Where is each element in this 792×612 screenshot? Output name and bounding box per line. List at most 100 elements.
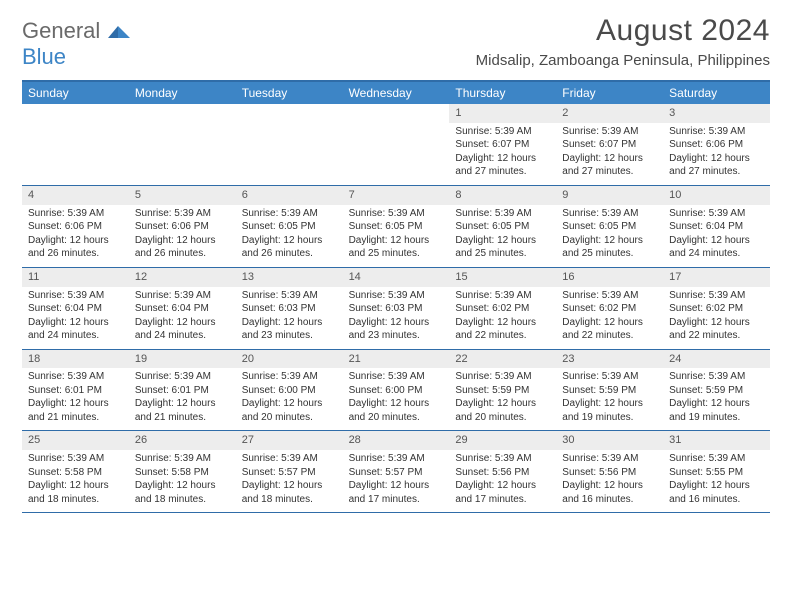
- daylight-text: and 24 minutes.: [28, 329, 123, 343]
- day-info: Sunrise: 5:39 AMSunset: 5:59 PMDaylight:…: [556, 368, 663, 430]
- sunrise-text: Sunrise: 5:39 AM: [349, 207, 444, 221]
- sunset-text: Sunset: 6:05 PM: [349, 220, 444, 234]
- date-number: 7: [343, 186, 450, 205]
- day-info: Sunrise: 5:39 AMSunset: 6:06 PMDaylight:…: [663, 123, 770, 185]
- sunrise-text: Sunrise: 5:39 AM: [242, 370, 337, 384]
- sunset-text: Sunset: 6:02 PM: [669, 302, 764, 316]
- daylight-text: Daylight: 12 hours: [562, 152, 657, 166]
- header: General Blue August 2024 Midsalip, Zambo…: [22, 18, 770, 70]
- calendar-cell: 17Sunrise: 5:39 AMSunset: 6:02 PMDayligh…: [663, 268, 770, 349]
- sunset-text: Sunset: 5:59 PM: [455, 384, 550, 398]
- daylight-text: and 19 minutes.: [562, 411, 657, 425]
- calendar-cell: 16Sunrise: 5:39 AMSunset: 6:02 PMDayligh…: [556, 268, 663, 349]
- date-number: 16: [556, 268, 663, 287]
- logo-text: General Blue: [22, 18, 130, 70]
- sunrise-text: Sunrise: 5:39 AM: [455, 289, 550, 303]
- sunset-text: Sunset: 5:56 PM: [455, 466, 550, 480]
- sunset-text: Sunset: 6:07 PM: [455, 138, 550, 152]
- sunset-text: Sunset: 6:03 PM: [349, 302, 444, 316]
- day-info: Sunrise: 5:39 AMSunset: 5:58 PMDaylight:…: [22, 450, 129, 512]
- sunrise-text: Sunrise: 5:39 AM: [562, 207, 657, 221]
- calendar-cell: 8Sunrise: 5:39 AMSunset: 6:05 PMDaylight…: [449, 186, 556, 267]
- daylight-text: Daylight: 12 hours: [28, 316, 123, 330]
- calendar-cell: 15Sunrise: 5:39 AMSunset: 6:02 PMDayligh…: [449, 268, 556, 349]
- day-info: Sunrise: 5:39 AMSunset: 6:05 PMDaylight:…: [236, 205, 343, 267]
- daylight-text: Daylight: 12 hours: [455, 397, 550, 411]
- day-info: Sunrise: 5:39 AMSunset: 6:07 PMDaylight:…: [449, 123, 556, 185]
- daylight-text: Daylight: 12 hours: [455, 479, 550, 493]
- sunrise-text: Sunrise: 5:39 AM: [28, 452, 123, 466]
- title-block: August 2024 Midsalip, Zamboanga Peninsul…: [476, 14, 770, 69]
- sunrise-text: Sunrise: 5:39 AM: [562, 289, 657, 303]
- page-subtitle: Midsalip, Zamboanga Peninsula, Philippin…: [476, 52, 770, 69]
- day-info: Sunrise: 5:39 AMSunset: 6:05 PMDaylight:…: [556, 205, 663, 267]
- sunrise-text: Sunrise: 5:39 AM: [562, 125, 657, 139]
- calendar-cell: 21Sunrise: 5:39 AMSunset: 6:00 PMDayligh…: [343, 350, 450, 431]
- date-number: 6: [236, 186, 343, 205]
- calendar-cell: [236, 104, 343, 185]
- sunset-text: Sunset: 5:58 PM: [135, 466, 230, 480]
- calendar-cell: 28Sunrise: 5:39 AMSunset: 5:57 PMDayligh…: [343, 431, 450, 512]
- sunset-text: Sunset: 6:07 PM: [562, 138, 657, 152]
- daylight-text: and 27 minutes.: [669, 165, 764, 179]
- daylight-text: Daylight: 12 hours: [135, 316, 230, 330]
- date-number: 4: [22, 186, 129, 205]
- calendar-cell: 4Sunrise: 5:39 AMSunset: 6:06 PMDaylight…: [22, 186, 129, 267]
- date-number: 31: [663, 431, 770, 450]
- date-number: 22: [449, 350, 556, 369]
- date-number: 9: [556, 186, 663, 205]
- calendar-cell: 30Sunrise: 5:39 AMSunset: 5:56 PMDayligh…: [556, 431, 663, 512]
- sunset-text: Sunset: 5:55 PM: [669, 466, 764, 480]
- sunset-text: Sunset: 5:57 PM: [242, 466, 337, 480]
- calendar-cell: 12Sunrise: 5:39 AMSunset: 6:04 PMDayligh…: [129, 268, 236, 349]
- date-number: 8: [449, 186, 556, 205]
- day-info: Sunrise: 5:39 AMSunset: 6:04 PMDaylight:…: [22, 287, 129, 349]
- day-info: Sunrise: 5:39 AMSunset: 5:56 PMDaylight:…: [449, 450, 556, 512]
- sunset-text: Sunset: 5:59 PM: [669, 384, 764, 398]
- date-number: 25: [22, 431, 129, 450]
- daylight-text: Daylight: 12 hours: [349, 397, 444, 411]
- calendar-cell: 13Sunrise: 5:39 AMSunset: 6:03 PMDayligh…: [236, 268, 343, 349]
- daylight-text: Daylight: 12 hours: [349, 479, 444, 493]
- day-info: Sunrise: 5:39 AMSunset: 5:55 PMDaylight:…: [663, 450, 770, 512]
- date-number: 18: [22, 350, 129, 369]
- daylight-text: Daylight: 12 hours: [349, 234, 444, 248]
- date-number: 14: [343, 268, 450, 287]
- date-number: 20: [236, 350, 343, 369]
- daylight-text: and 18 minutes.: [242, 493, 337, 507]
- sunrise-text: Sunrise: 5:39 AM: [669, 289, 764, 303]
- daylight-text: and 24 minutes.: [669, 247, 764, 261]
- calendar-cell: 14Sunrise: 5:39 AMSunset: 6:03 PMDayligh…: [343, 268, 450, 349]
- calendar-week: 25Sunrise: 5:39 AMSunset: 5:58 PMDayligh…: [22, 431, 770, 513]
- calendar-cell: 27Sunrise: 5:39 AMSunset: 5:57 PMDayligh…: [236, 431, 343, 512]
- date-number: 1: [449, 104, 556, 123]
- daylight-text: and 23 minutes.: [242, 329, 337, 343]
- day-info: Sunrise: 5:39 AMSunset: 6:02 PMDaylight:…: [556, 287, 663, 349]
- daylight-text: Daylight: 12 hours: [349, 316, 444, 330]
- calendar-week: 18Sunrise: 5:39 AMSunset: 6:01 PMDayligh…: [22, 350, 770, 432]
- date-number: 15: [449, 268, 556, 287]
- calendar-cell: 19Sunrise: 5:39 AMSunset: 6:01 PMDayligh…: [129, 350, 236, 431]
- calendar-cell: [343, 104, 450, 185]
- date-number: 10: [663, 186, 770, 205]
- dayhead-thu: Thursday: [449, 82, 556, 104]
- day-info: Sunrise: 5:39 AMSunset: 6:06 PMDaylight:…: [129, 205, 236, 267]
- calendar-header-row: Sunday Monday Tuesday Wednesday Thursday…: [22, 82, 770, 104]
- daylight-text: and 16 minutes.: [562, 493, 657, 507]
- calendar-cell: 25Sunrise: 5:39 AMSunset: 5:58 PMDayligh…: [22, 431, 129, 512]
- daylight-text: Daylight: 12 hours: [242, 234, 337, 248]
- sunset-text: Sunset: 6:04 PM: [28, 302, 123, 316]
- daylight-text: and 17 minutes.: [455, 493, 550, 507]
- day-info: Sunrise: 5:39 AMSunset: 6:01 PMDaylight:…: [129, 368, 236, 430]
- sunset-text: Sunset: 6:05 PM: [242, 220, 337, 234]
- daylight-text: and 26 minutes.: [135, 247, 230, 261]
- sunset-text: Sunset: 6:06 PM: [669, 138, 764, 152]
- sunrise-text: Sunrise: 5:39 AM: [562, 452, 657, 466]
- daylight-text: and 26 minutes.: [28, 247, 123, 261]
- date-number: 11: [22, 268, 129, 287]
- sunrise-text: Sunrise: 5:39 AM: [28, 207, 123, 221]
- calendar-cell: 9Sunrise: 5:39 AMSunset: 6:05 PMDaylight…: [556, 186, 663, 267]
- daylight-text: Daylight: 12 hours: [28, 479, 123, 493]
- sunset-text: Sunset: 5:57 PM: [349, 466, 444, 480]
- calendar-cell: 31Sunrise: 5:39 AMSunset: 5:55 PMDayligh…: [663, 431, 770, 512]
